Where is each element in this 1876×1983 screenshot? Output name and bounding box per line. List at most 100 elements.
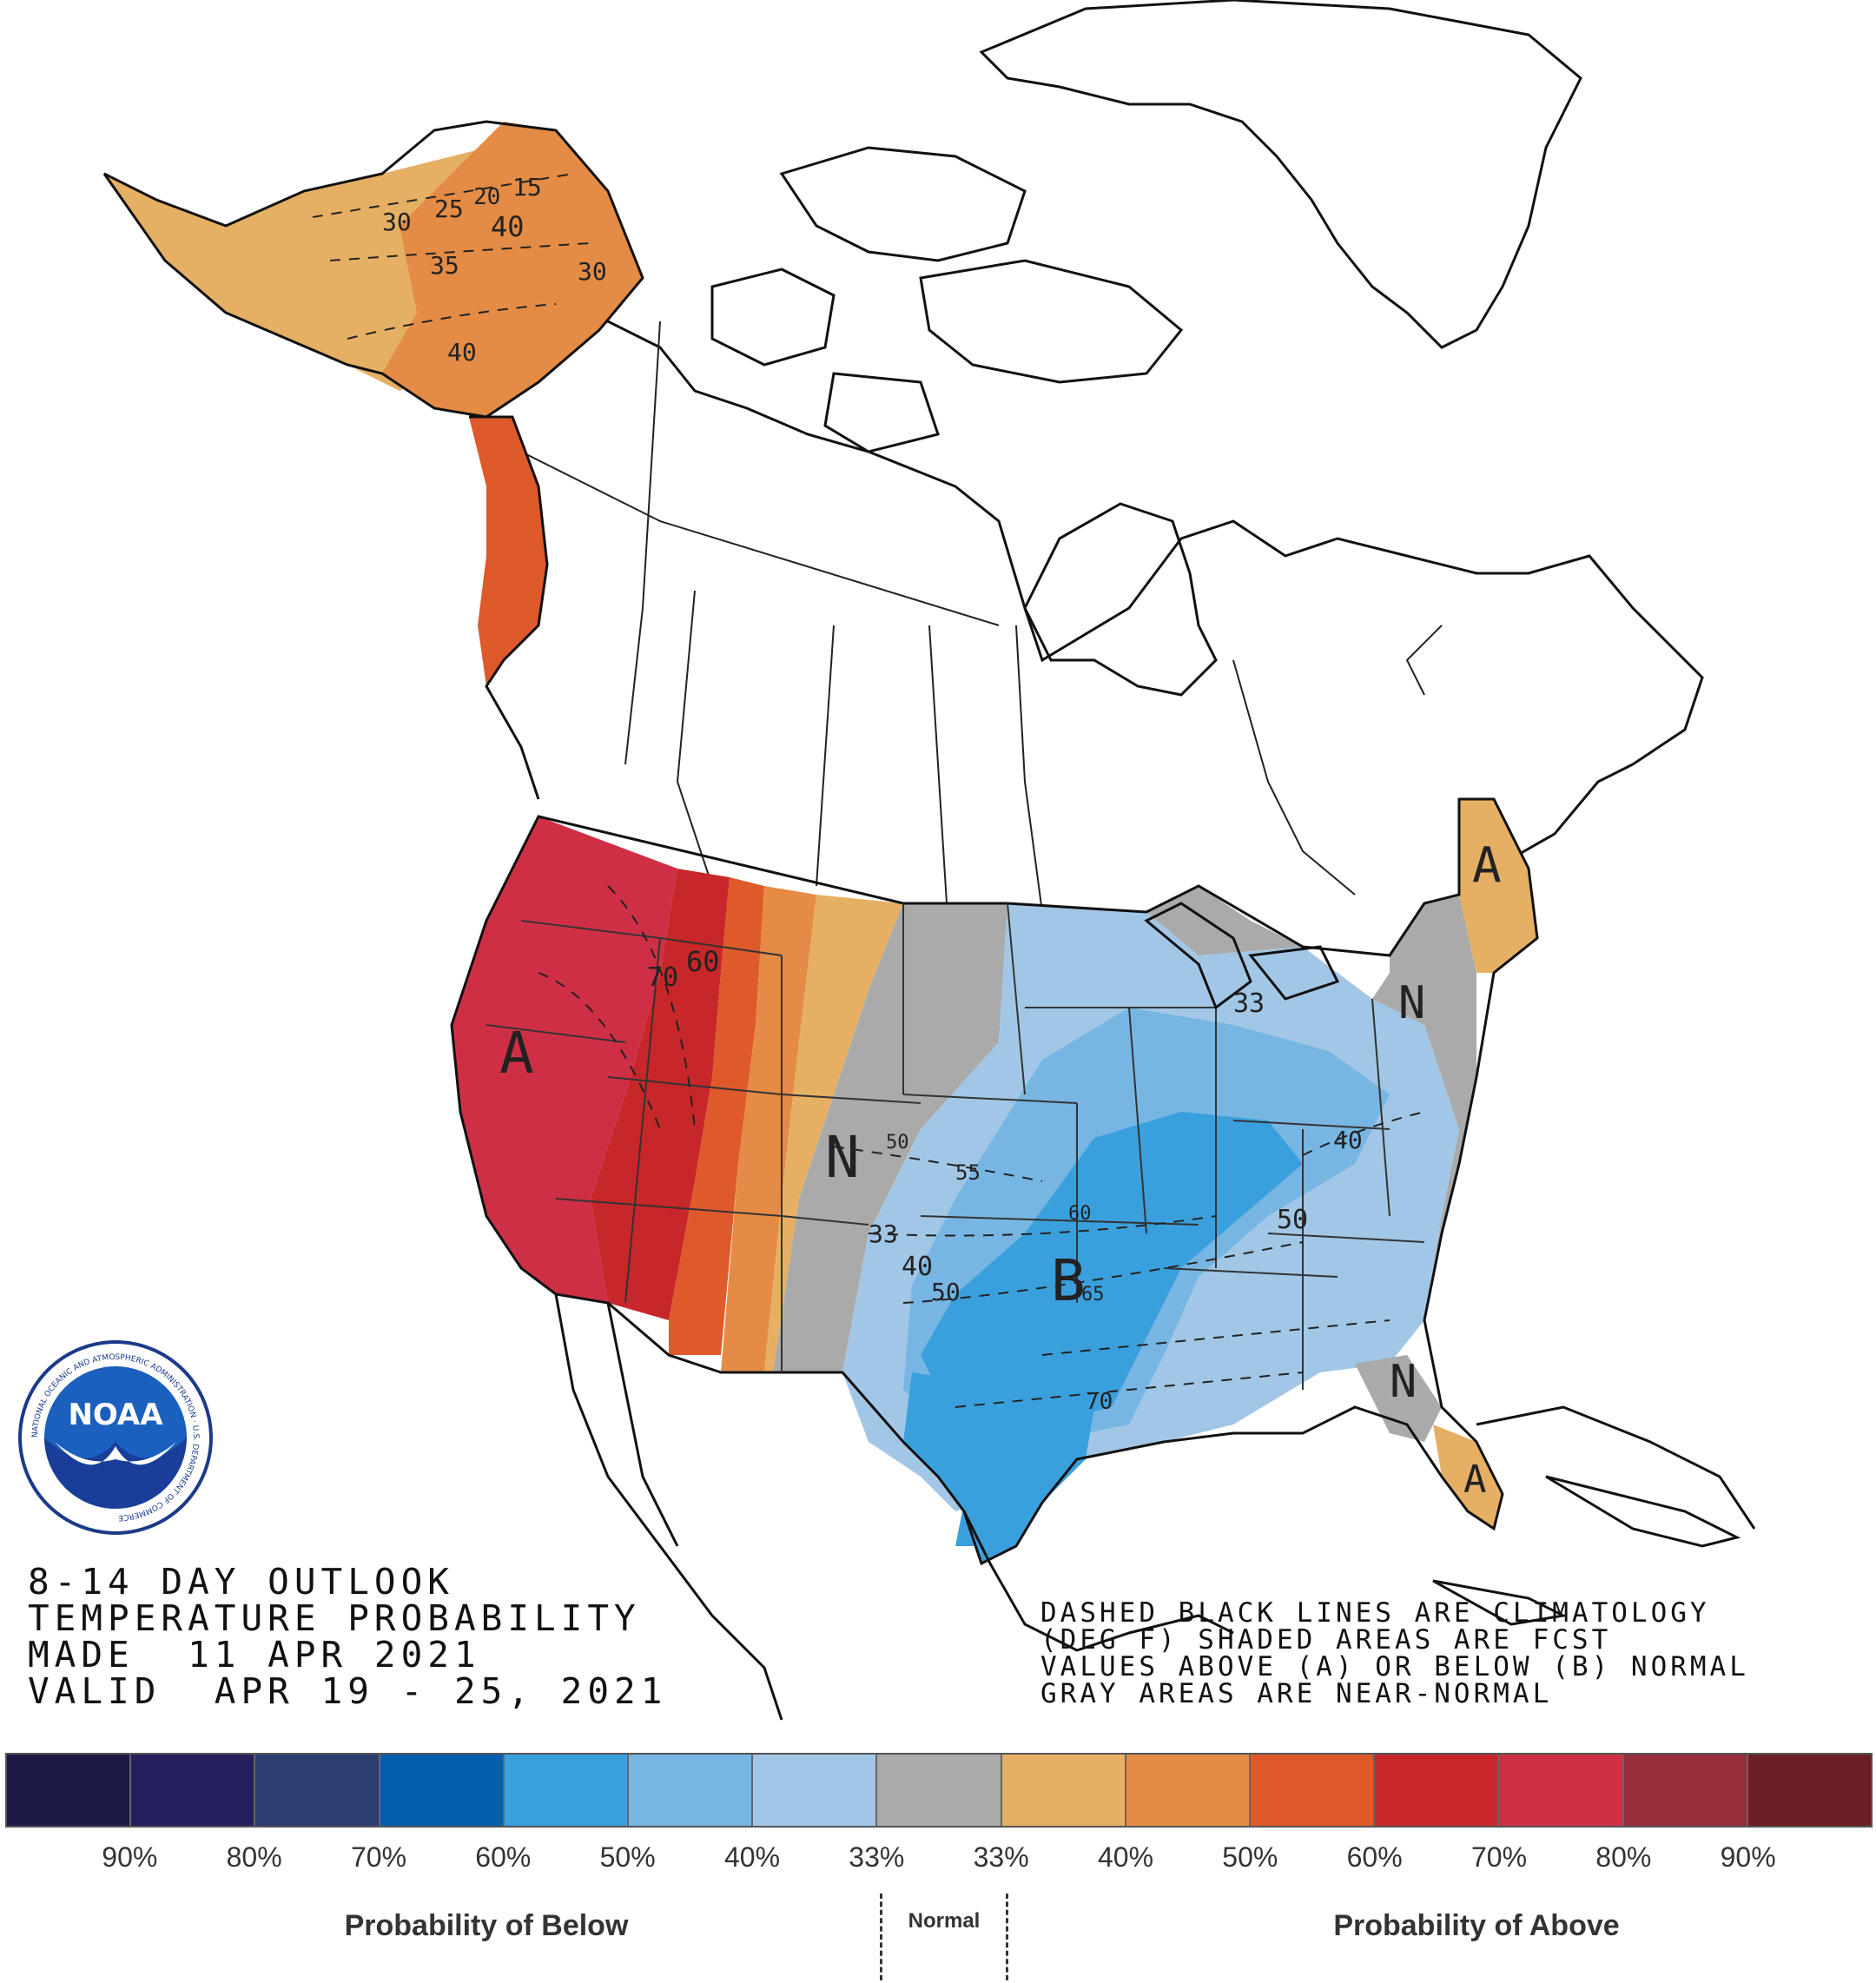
central-label-60: 60 [1068, 1203, 1092, 1225]
west-label-A: A [499, 1020, 534, 1087]
legend-normal-divider-right [1006, 1894, 1008, 1980]
title-line-2: TEMPERATURE PROBABILITY [28, 1597, 641, 1639]
note-line-3: VALUES ABOVE (A) OR BELOW (B) NORMAL [1040, 1651, 1749, 1682]
great-lakes-outline [1144, 902, 1340, 1010]
alaska-label-40a: 40 [491, 210, 525, 243]
legend-tick-1: 80% [226, 1841, 282, 1873]
east-label-A-florida: A [1463, 1458, 1487, 1502]
east-label-40: 40 [1333, 1126, 1363, 1154]
climatology-lines [312, 173, 1425, 1408]
noaa-logo-text: NOAA [68, 1398, 163, 1432]
title-line-1: 8-14 DAY OUTLOOK [28, 1561, 454, 1603]
legend-tick-11: 70% [1470, 1841, 1528, 1873]
legend-swatch-14 [1747, 1755, 1872, 1826]
legend-below-label: Probability of Below [344, 1909, 629, 1942]
legend-swatch-5 [629, 1755, 754, 1826]
east-label-N-northeast: N [1398, 977, 1425, 1029]
title-line-4: VALID APR 19 - 25, 2021 [28, 1670, 668, 1712]
canada-outline [512, 320, 1704, 922]
west-above-33 [764, 895, 903, 1372]
legend-swatch-10 [1251, 1755, 1376, 1826]
legend-swatch-6 [753, 1755, 878, 1826]
legend-swatch-11 [1375, 1755, 1500, 1826]
plains-label-55: 55 [955, 1160, 981, 1185]
legend-tick-7: 33% [973, 1841, 1029, 1873]
legend-tick-5: 40% [723, 1841, 781, 1873]
outlook-map: 15 20 25 30 40 35 30 40 70 60 A N 50 55 … [102, 0, 1756, 1721]
plains-label-40: 40 [902, 1252, 933, 1282]
alaska-label-20: 20 [473, 184, 500, 210]
note-line-2: (DEG F) SHADED AREAS ARE FCST [1040, 1624, 1612, 1656]
bc-coast-above [469, 417, 547, 686]
central-label-B: B [1051, 1247, 1086, 1314]
central-label-65: 65 [1081, 1284, 1105, 1305]
plains-label-N: N [825, 1124, 860, 1191]
caribbean-outline [1432, 1475, 1741, 1626]
legend-tick-3: 60% [475, 1841, 532, 1873]
legend-tick-4: 50% [599, 1841, 656, 1873]
outlook-title-block: 8-14 DAY OUTLOOK TEMPERATURE PROBABILITY… [28, 1563, 667, 1709]
alaska-label-15: 15 [512, 173, 542, 202]
central-label-70: 70 [1086, 1389, 1113, 1415]
legend-above-label: Probability of Above [1333, 1909, 1620, 1942]
plains-label-33: 33 [869, 1220, 898, 1248]
legend-swatch-3 [380, 1755, 505, 1826]
alaska-outline [102, 120, 644, 419]
legend-normal-label: Normal [908, 1909, 981, 1933]
legend-normal-divider-left [880, 1894, 882, 1980]
northeast-normal [1146, 886, 1476, 1320]
east-label-33: 33 [1233, 988, 1265, 1019]
legend-swatch-9 [1126, 1755, 1252, 1826]
legend-tick-2: 70% [350, 1841, 407, 1873]
alaska-label-30b: 30 [578, 257, 607, 286]
legend-swatch-1 [131, 1755, 256, 1826]
legend-tick-9: 50% [1222, 1841, 1278, 1873]
legend-tick-6: 33% [849, 1841, 905, 1873]
legend-tick-8: 40% [1097, 1841, 1154, 1873]
florida-above [1433, 1424, 1503, 1529]
note-line-4: GRAY AREAS ARE NEAR-NORMAL [1040, 1678, 1553, 1709]
west-label-60: 60 [686, 945, 720, 978]
probability-legend [5, 1753, 1873, 1828]
legend-tick-12: 80% [1595, 1841, 1652, 1873]
alaska-label-30a: 30 [382, 208, 412, 236]
plains-label-50b: 50 [931, 1278, 961, 1306]
canada-province-lines [520, 321, 1443, 913]
southeast-normal [1355, 1355, 1442, 1442]
legend-tick-labels: 90% 80% 70% 60% 50% 40% 33% 33% 40% 50% 60% 70% 80% 9… [0, 1841, 1876, 1876]
noaa-logo: NOAA NATIONAL OCEANIC AND ATMOSPHERIC AD… [18, 1340, 213, 1535]
east-label-N-southeast: N [1390, 1356, 1417, 1408]
note-line-1: DASHED BLACK LINES ARE CLIMATOLOGY [1040, 1597, 1710, 1629]
hudson-bay-outline [1023, 502, 1218, 697]
bc-coast-outline [469, 415, 549, 800]
plains-normal [773, 903, 1007, 1372]
legend-tick-0: 90% [102, 1841, 158, 1873]
legend-swatch-4 [504, 1755, 630, 1826]
legend-swatch-0 [7, 1755, 132, 1826]
texas-below [903, 1372, 1094, 1563]
west-above-50 [669, 877, 764, 1355]
legend-swatch-8 [1001, 1755, 1126, 1826]
mexico-outline [554, 1293, 1756, 1721]
legend-swatch-12 [1499, 1755, 1624, 1826]
greenland-outline [979, 0, 1582, 349]
legend-swatch-7 [877, 1755, 1002, 1826]
west-label-70: 70 [647, 962, 678, 993]
west-above-70 [452, 816, 677, 1303]
alaska-label-40b: 40 [447, 338, 477, 367]
west-above-60 [591, 869, 730, 1320]
conus-outline [450, 797, 1539, 1566]
legend-tick-10: 60% [1346, 1841, 1403, 1873]
legend-swatch-13 [1623, 1755, 1748, 1826]
map-notes: DASHED BLACK LINES ARE CLIMATOLOGY (DEG … [1040, 1600, 1749, 1708]
alaska-label-25: 25 [434, 195, 464, 223]
alaska-label-35: 35 [430, 251, 459, 280]
state-lines [486, 902, 1425, 1390]
arctic-islands-outline [710, 146, 1184, 453]
east-label-A-newengland: A [1472, 837, 1502, 894]
legend-swatch-2 [255, 1755, 380, 1826]
new-england-above [1459, 799, 1537, 973]
legend-tick-13: 90% [1720, 1841, 1776, 1873]
east-label-50: 50 [1277, 1205, 1308, 1235]
plains-label-50: 50 [886, 1132, 909, 1153]
